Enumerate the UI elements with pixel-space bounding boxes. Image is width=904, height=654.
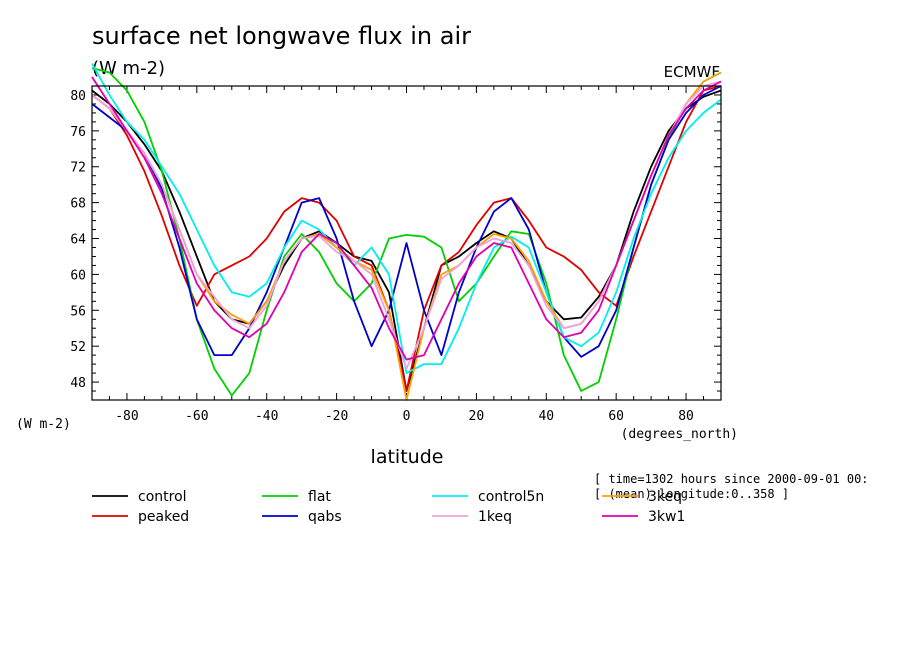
legend-label-1keq: 1keq <box>478 509 512 525</box>
y-tick-label: 64 <box>70 233 86 248</box>
x-axis-units-label: (degrees_north) <box>621 427 738 442</box>
series-line-peaked <box>91 85 722 392</box>
y-tick-label: 76 <box>70 125 86 140</box>
series-line-1keq <box>91 80 722 370</box>
y-tick-label: 80 <box>70 89 86 104</box>
y-tick-label: 52 <box>70 340 86 355</box>
x-tick-label: -80 <box>115 409 138 424</box>
plot-area-frame <box>91 85 722 401</box>
y-tick-label: 60 <box>70 268 86 283</box>
legend-label-peaked: peaked <box>138 509 189 525</box>
series-group <box>91 63 722 401</box>
units-label: (W m-2) <box>92 58 165 79</box>
chart-title: surface net longwave flux in air <box>92 22 471 50</box>
x-tick-label: -60 <box>185 409 208 424</box>
x-axis-ticks: -80 -60 -40 -20 0 20 40 60 80 <box>115 409 694 424</box>
legend-label-qabs: qabs <box>308 509 342 525</box>
x-tick-label: -40 <box>255 409 278 424</box>
x-tick-label: 20 <box>469 409 485 424</box>
x-tick-label: 0 <box>403 409 411 424</box>
series-line-control5n <box>91 63 722 375</box>
info-longitude: [ (mean) longitude:0..358 ] <box>594 487 789 501</box>
legend-label-3kw1: 3kw1 <box>648 509 685 525</box>
source-label: ECMWF <box>664 63 720 81</box>
legend-label-control5n: control5n <box>478 489 544 505</box>
legend-label-3keq: 3keq <box>648 489 682 505</box>
x-tick-label: 60 <box>608 409 624 424</box>
legend: control flat control5n 3keq peaked qabs 1keq 3k… <box>92 489 685 525</box>
y-axis-label: (W m-2) <box>16 417 71 432</box>
x-tick-label: -20 <box>325 409 348 424</box>
y-tick-label: 72 <box>70 161 86 176</box>
x-tick-label: 40 <box>538 409 554 424</box>
y-tick-label: 68 <box>70 197 86 212</box>
x-tick-label: 80 <box>678 409 694 424</box>
series-line-qabs <box>91 85 722 358</box>
y-tick-label: 48 <box>70 376 86 391</box>
x-axis-label: latitude <box>371 446 444 468</box>
legend-label-flat: flat <box>308 489 331 505</box>
info-time: [ time=1302 hours since 2000-09-01 00: <box>594 472 869 486</box>
series-line-3kw1 <box>91 76 722 361</box>
y-axis-ticks: 48 52 56 60 64 68 72 76 80 <box>70 89 86 391</box>
y-tick-label: 56 <box>70 304 86 319</box>
legend-label-control: control <box>138 489 187 505</box>
